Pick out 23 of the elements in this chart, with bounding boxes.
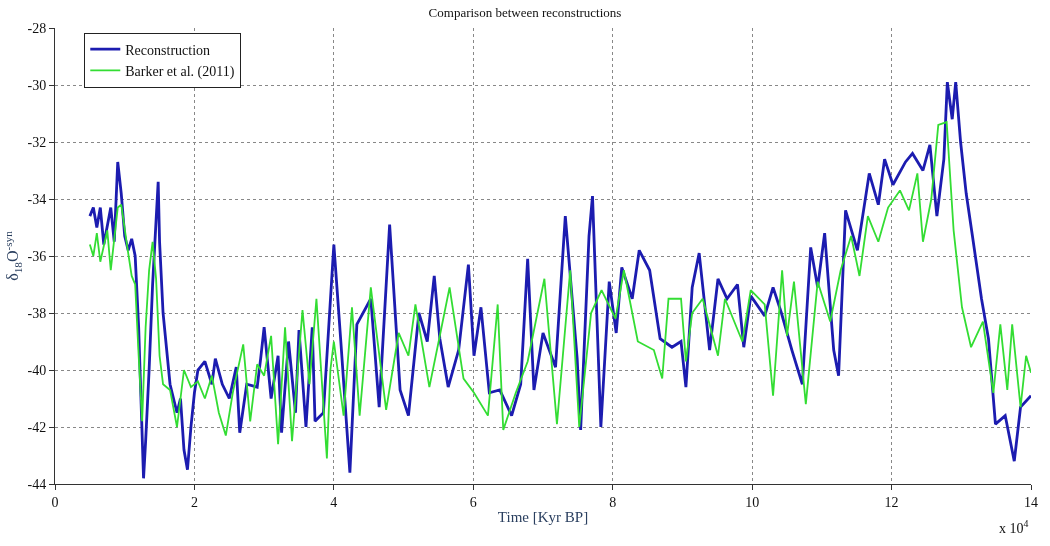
legend-label: Barker et al. (2011) [125,63,235,80]
x-tick-label: 2 [190,494,198,510]
y-tick-label: -38 [27,305,47,321]
x-tick-label: 10 [745,494,760,510]
line-series [88,121,1031,460]
x-tick-label: 6 [469,494,477,510]
y-tick-label: -30 [27,77,47,93]
x-tick-label: 4 [330,494,338,510]
text: x 10$^{4}$ [999,518,1029,536]
y-tick-label: -28 [27,20,47,36]
x-axis-title: Time [Kyr BP] [497,508,589,525]
y-tick-label: -36 [27,248,47,264]
y-tick-label: -40 [27,362,47,378]
y-tick-label: -44 [27,476,47,492]
x-tick-label: 12 [884,494,899,510]
x-tick-label: 8 [609,494,617,510]
chart-title: Comparison between reconstructions [428,5,622,21]
y-tick-label: -34 [27,191,47,207]
x-tick-label: 0 [51,494,59,510]
x-tick-label: 14 [1024,494,1038,510]
y-tick-label: -42 [27,419,47,435]
y-tick-label: -32 [27,134,47,150]
legend-label: Reconstruction [125,42,211,58]
